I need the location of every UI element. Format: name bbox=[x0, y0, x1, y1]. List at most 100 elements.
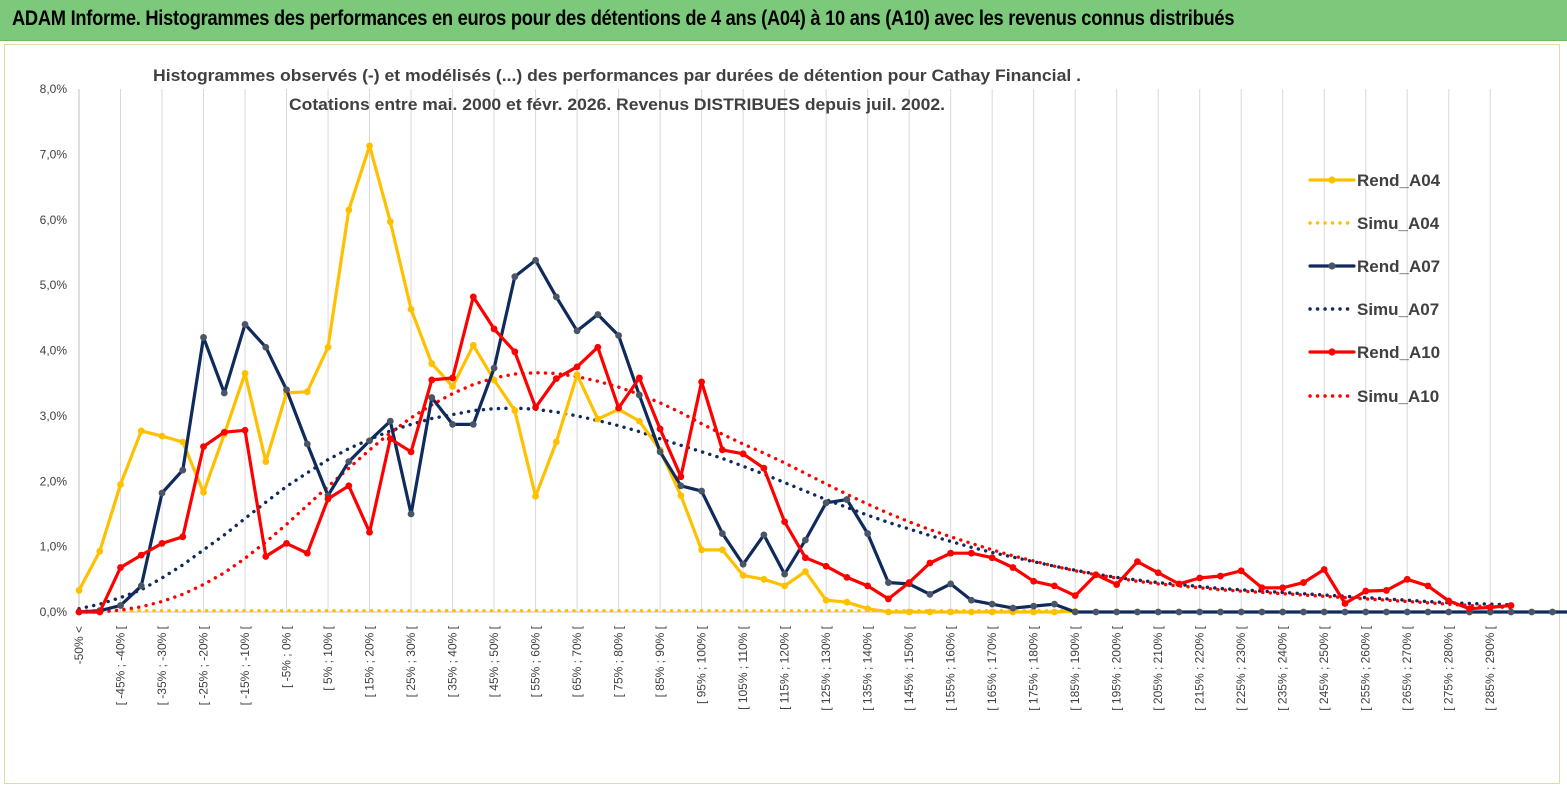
data-point bbox=[1424, 608, 1432, 616]
x-tick-label: [ 125% ; 130% [ bbox=[819, 625, 833, 710]
series-line-simu-a10 bbox=[77, 371, 1513, 614]
data-point bbox=[884, 595, 892, 603]
data-point bbox=[345, 206, 353, 214]
data-point bbox=[573, 371, 581, 379]
data-point bbox=[677, 492, 685, 500]
data-point bbox=[96, 547, 104, 555]
data-point bbox=[615, 404, 622, 412]
data-point bbox=[1445, 597, 1453, 605]
data-point bbox=[905, 579, 913, 586]
x-tick-label: [ 175% ; 180% [ bbox=[1027, 625, 1041, 710]
y-tick-label: 3,0% bbox=[40, 409, 68, 423]
data-point bbox=[449, 374, 456, 382]
x-tick-label: [ 35% ; 40% [ bbox=[446, 625, 460, 697]
data-point bbox=[1507, 608, 1515, 616]
legend-label-simu-a10: Simu_A10 bbox=[1357, 387, 1439, 406]
data-point bbox=[532, 403, 539, 411]
data-point bbox=[864, 530, 872, 537]
data-point bbox=[366, 142, 373, 150]
data-point bbox=[552, 293, 560, 301]
data-point bbox=[1320, 608, 1328, 616]
data-point bbox=[324, 343, 332, 351]
axes: 0,0% 1,0% 2,0% 3,0% 4,0% 5,0% 6,0% 7,0% 8,0% -50%… bbox=[40, 82, 1511, 711]
data-point bbox=[1237, 608, 1245, 616]
x-tick-label: [ -35% ; -30% [ bbox=[155, 625, 169, 705]
data-point bbox=[386, 417, 394, 425]
data-point bbox=[511, 348, 519, 356]
y-tick-label: 8,0% bbox=[40, 82, 68, 96]
data-point bbox=[1445, 608, 1453, 616]
data-point bbox=[801, 568, 809, 575]
report-banner: ADAM Informe. Histogrammes des performan… bbox=[0, 0, 1567, 41]
data-point bbox=[781, 570, 789, 578]
data-point bbox=[594, 415, 602, 423]
data-point bbox=[905, 608, 913, 616]
legend-label-rend-a10: Rend_A10 bbox=[1357, 343, 1440, 362]
data-point bbox=[1092, 608, 1100, 616]
x-tick-label: [ 265% ; 270% [ bbox=[1400, 625, 1414, 710]
data-point bbox=[1009, 564, 1017, 571]
data-point bbox=[1071, 608, 1079, 616]
series-line-rend-a10 bbox=[77, 295, 1513, 614]
data-point bbox=[968, 608, 975, 616]
data-point bbox=[1403, 575, 1411, 583]
data-point bbox=[760, 464, 768, 472]
data-point bbox=[179, 466, 187, 474]
data-point bbox=[428, 394, 436, 401]
data-point bbox=[179, 533, 187, 541]
x-tick-label: [ 45% ; 50% [ bbox=[487, 625, 501, 697]
data-point bbox=[1383, 608, 1390, 616]
data-point bbox=[1217, 572, 1224, 580]
data-point bbox=[1528, 608, 1536, 616]
x-tick-label: [ -45% ; -40% [ bbox=[114, 625, 128, 705]
data-point bbox=[158, 489, 166, 497]
data-point bbox=[158, 432, 166, 440]
data-point bbox=[1030, 577, 1038, 585]
legend-label-simu-a04: Simu_A04 bbox=[1357, 214, 1440, 233]
x-tick-label: [ 245% ; 250% [ bbox=[1317, 625, 1331, 710]
data-point bbox=[469, 341, 477, 349]
legend-label-rend-a04: Rend_A04 bbox=[1357, 171, 1441, 190]
x-tick-label: [ 235% ; 240% [ bbox=[1276, 625, 1290, 710]
data-point bbox=[428, 360, 436, 367]
data-point bbox=[407, 448, 415, 456]
data-point bbox=[635, 391, 643, 399]
data-point bbox=[552, 375, 560, 383]
data-point bbox=[532, 256, 539, 264]
x-tick-label: -50% < bbox=[72, 626, 86, 664]
data-point bbox=[303, 549, 311, 557]
data-point bbox=[1300, 579, 1307, 586]
y-tick-label: 1,0% bbox=[40, 540, 68, 554]
data-point bbox=[988, 554, 996, 562]
data-point bbox=[573, 363, 581, 371]
data-point bbox=[1362, 608, 1370, 616]
data-point bbox=[1175, 608, 1183, 616]
x-tick-label: [ 165% ; 170% [ bbox=[985, 625, 999, 710]
data-point bbox=[117, 602, 124, 609]
data-point bbox=[843, 573, 851, 581]
data-point bbox=[75, 608, 83, 616]
data-point bbox=[718, 530, 726, 537]
data-point bbox=[552, 438, 560, 446]
data-point bbox=[1341, 600, 1349, 607]
data-point bbox=[117, 564, 124, 571]
x-tick-label: [ -25% ; -20% [ bbox=[197, 625, 211, 705]
x-tick-label: [ 195% ; 200% [ bbox=[1110, 625, 1124, 710]
x-tick-label: [ 115% ; 120% [ bbox=[778, 625, 792, 709]
x-tick-label: [ 25% ; 30% [ bbox=[404, 625, 418, 697]
data-point bbox=[1071, 592, 1079, 600]
data-point bbox=[220, 428, 228, 436]
gridlines bbox=[78, 89, 1491, 612]
data-point bbox=[822, 562, 830, 570]
data-point bbox=[1134, 608, 1141, 616]
series-line-rend-a07 bbox=[77, 258, 1567, 614]
data-point bbox=[511, 273, 519, 281]
data-point bbox=[573, 327, 581, 335]
data-point bbox=[864, 605, 872, 613]
data-point bbox=[760, 575, 768, 583]
data-point bbox=[117, 481, 124, 488]
data-point bbox=[1134, 558, 1141, 566]
data-point bbox=[345, 458, 353, 466]
x-tick-label: [ 255% ; 260% [ bbox=[1359, 625, 1373, 710]
chart-title-line-1: Histogrammes observés (-) et modélisés (… bbox=[153, 66, 1081, 85]
